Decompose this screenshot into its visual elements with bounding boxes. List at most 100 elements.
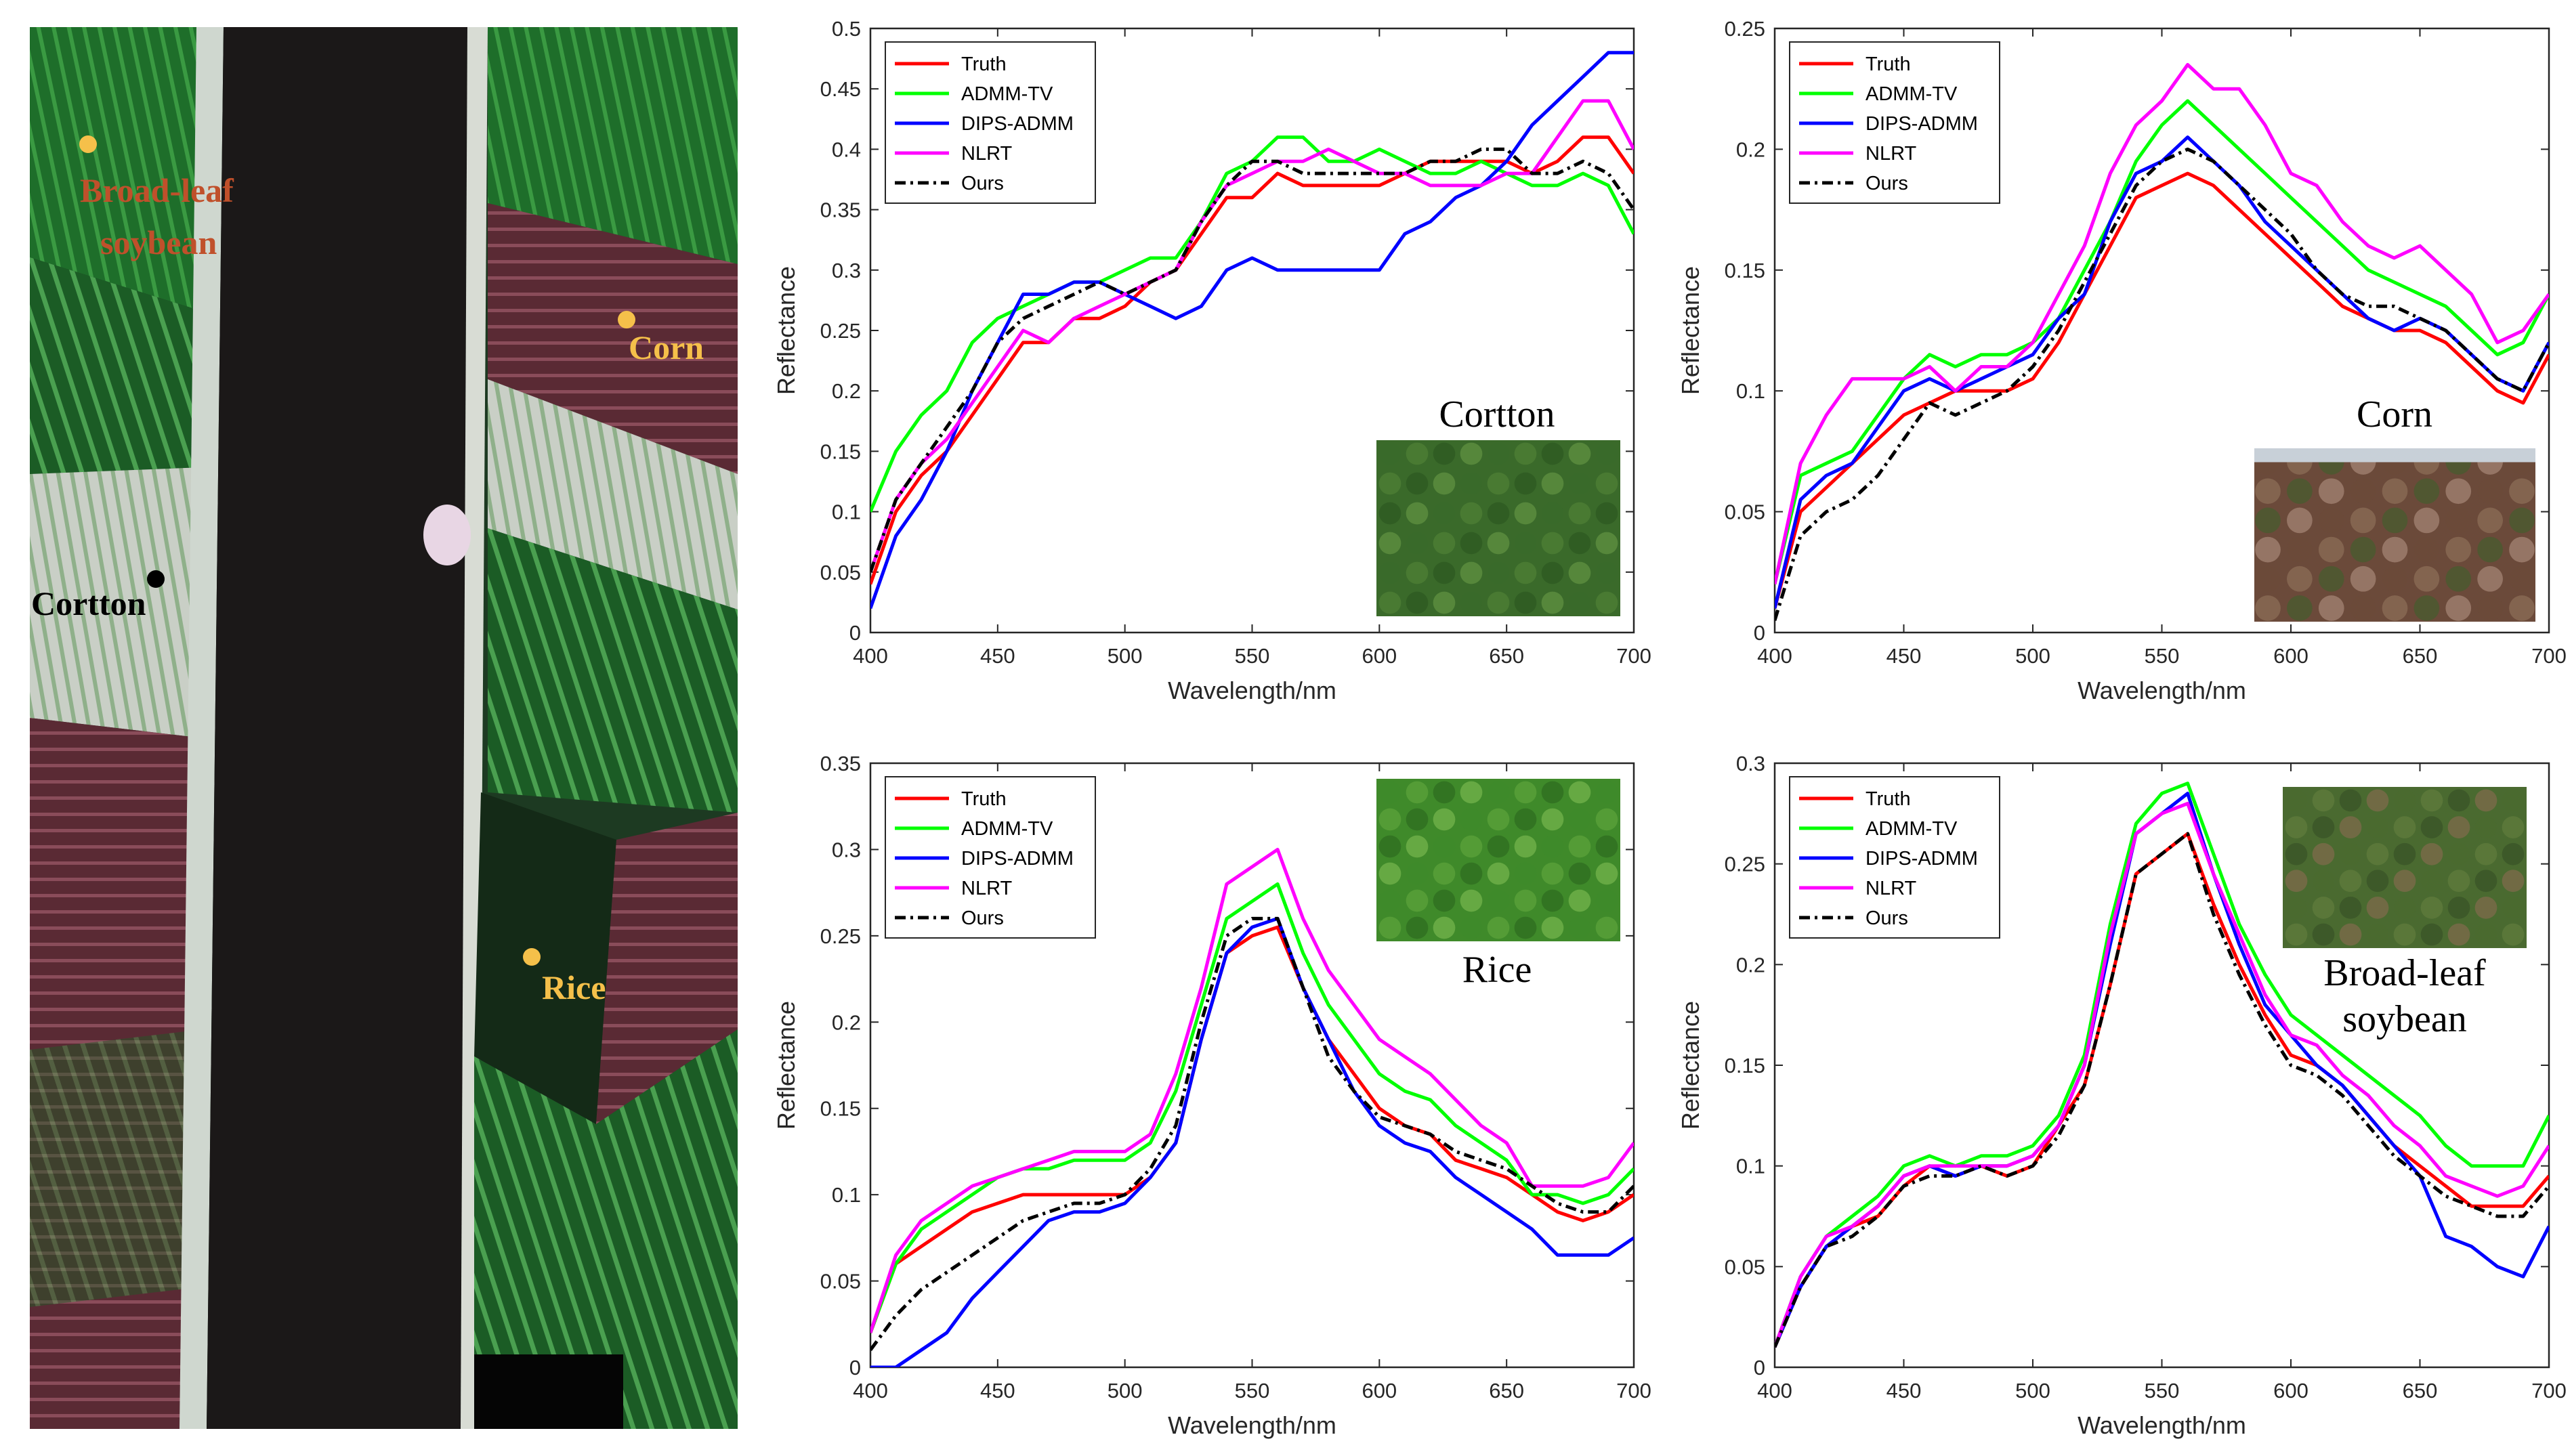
x-tick-label: 500: [1108, 1379, 1143, 1403]
x-tick-label: 700: [1616, 644, 1651, 668]
photo-texture: [1433, 835, 1456, 858]
photo-texture: [2339, 842, 2362, 865]
photo-texture: [2474, 789, 2497, 812]
x-tick-label: 650: [1489, 1379, 1524, 1403]
photo-texture: [1487, 472, 1510, 495]
crop-photo: [2283, 787, 2527, 948]
photo-texture: [1406, 916, 1429, 939]
photo-texture: [2420, 842, 2443, 865]
photo-texture: [1378, 808, 1401, 831]
photo-texture: [2447, 897, 2470, 919]
photo-texture: [1595, 916, 1618, 939]
bridge: [423, 505, 471, 565]
field-green-right-top: [488, 27, 738, 264]
photo-texture: [1378, 442, 1401, 465]
x-tick-label: 600: [2273, 644, 2309, 668]
photo-texture: [1541, 532, 1564, 555]
photo-texture: [2318, 565, 2344, 592]
photo-texture: [1460, 532, 1483, 555]
x-tick-label: 650: [1489, 644, 1524, 668]
photo-texture: [2285, 789, 2308, 812]
x-tick-label: 400: [853, 644, 888, 668]
photo-texture: [2318, 507, 2344, 534]
crop-photo: [1376, 440, 1620, 616]
photo-texture: [2447, 870, 2470, 893]
photo-texture: [2350, 536, 2376, 563]
map-label-soybean: Broad-leaf: [80, 171, 234, 209]
photo-texture: [2393, 897, 2416, 919]
photo-texture: [2382, 478, 2408, 505]
legend-label: Ours: [1865, 173, 1908, 194]
photo-texture: [1460, 561, 1483, 584]
photo-texture: [1460, 442, 1483, 465]
photo-texture: [2382, 565, 2408, 592]
photo-base: [1376, 779, 1620, 941]
photo-texture: [1487, 532, 1510, 555]
photo-texture: [2312, 923, 2335, 946]
river: [207, 27, 467, 1429]
photo-texture: [1568, 808, 1591, 831]
crop-label: Broad-leaf: [2323, 952, 2486, 994]
x-tick-label: 500: [2015, 1379, 2050, 1403]
photo-texture: [2447, 789, 2470, 812]
road-left: [180, 27, 224, 1429]
x-tick-label: 700: [1616, 1379, 1651, 1403]
photo-texture: [2474, 816, 2497, 838]
photo-texture: [2339, 897, 2362, 919]
photo-texture: [2312, 870, 2335, 893]
photo-texture: [2445, 478, 2472, 505]
photo-base: [2254, 448, 2535, 622]
y-tick-label: 0: [1754, 1356, 1765, 1379]
photo-texture: [1406, 591, 1429, 614]
photo-texture: [1541, 472, 1564, 495]
photo-texture: [2366, 789, 2389, 812]
dark-patch: [474, 1354, 623, 1429]
photo-texture: [2382, 595, 2408, 621]
photo-texture: [1487, 502, 1510, 525]
photo-texture: [1433, 532, 1456, 555]
photo-texture: [2318, 536, 2344, 563]
y-tick-label: 0.05: [820, 1270, 861, 1293]
x-tick-label: 450: [1886, 1379, 1922, 1403]
photo-texture: [2339, 870, 2362, 893]
field-corn: [488, 203, 738, 474]
series-line-ours: [1775, 147, 2549, 621]
legend-label: NLRT: [961, 878, 1012, 899]
photo-texture: [1514, 532, 1537, 555]
photo-texture: [2287, 565, 2313, 592]
y-tick-label: 0.1: [832, 1183, 861, 1207]
y-tick-label: 0.15: [1725, 1054, 1765, 1077]
photo-texture: [1406, 532, 1429, 555]
photo-texture: [2255, 536, 2281, 563]
photo-texture: [2447, 923, 2470, 946]
x-tick-label: 450: [980, 1379, 1015, 1403]
photo-texture: [1487, 808, 1510, 831]
photo-texture: [2420, 923, 2443, 946]
photo-texture: [2350, 565, 2376, 592]
y-tick-label: 0.15: [1725, 259, 1765, 282]
photo-texture: [2312, 897, 2335, 919]
photo-texture: [1378, 591, 1401, 614]
photo-texture: [2287, 595, 2313, 621]
y-tick-label: 0.35: [820, 752, 861, 775]
photo-texture: [2477, 536, 2503, 563]
photo-texture: [2474, 870, 2497, 893]
y-axis-label: Reflectance: [1677, 1001, 1704, 1130]
y-tick-label: 0.2: [832, 379, 861, 403]
series-line-truth: [1775, 171, 2549, 609]
photo-texture: [2509, 595, 2535, 621]
photo-texture: [1406, 835, 1429, 858]
series-line-ours: [870, 916, 1634, 1351]
x-tick-label: 550: [2145, 1379, 2180, 1403]
photo-texture: [2339, 789, 2362, 812]
photo-texture: [2477, 595, 2503, 621]
x-tick-label: 700: [2531, 644, 2567, 668]
photo-texture: [1487, 835, 1510, 858]
y-tick-label: 0.25: [820, 924, 861, 948]
photo-texture: [2445, 507, 2472, 534]
legend-label: ADMM-TV: [1865, 818, 1958, 840]
y-tick-label: 0.3: [832, 838, 861, 861]
y-tick-label: 0.2: [1736, 137, 1765, 161]
photo-texture: [1568, 561, 1591, 584]
photo-texture: [1378, 835, 1401, 858]
